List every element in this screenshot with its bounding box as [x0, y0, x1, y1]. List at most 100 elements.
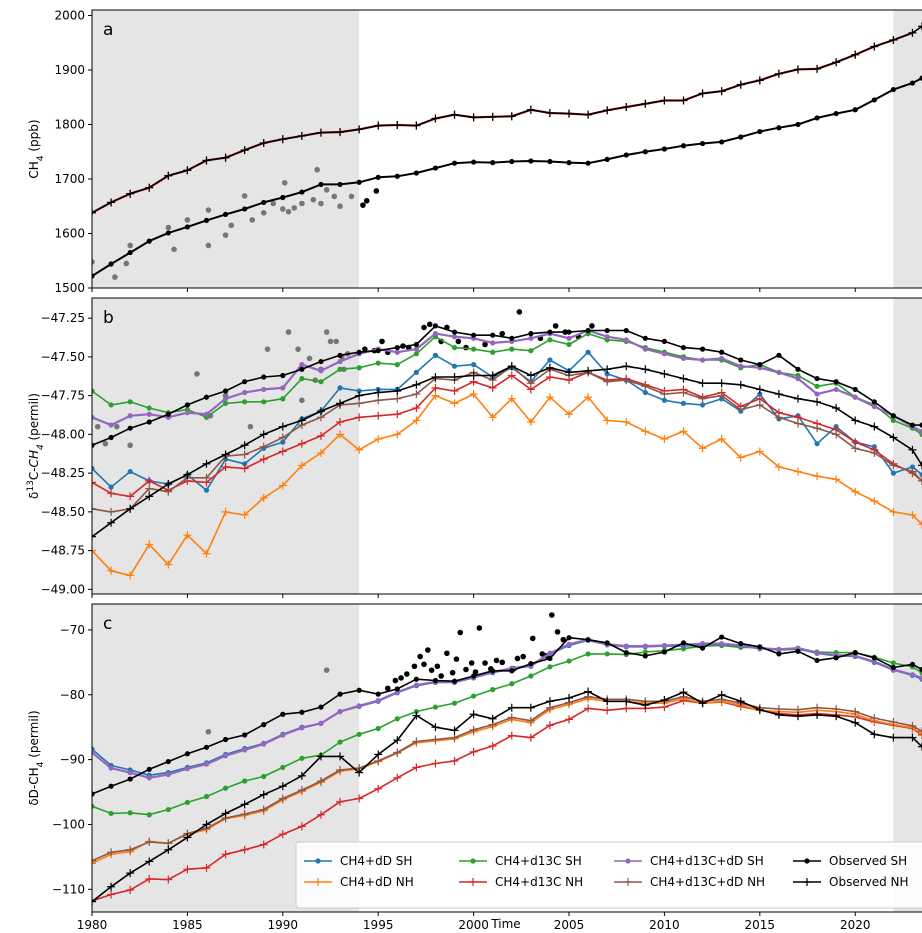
series-point	[242, 206, 248, 212]
y-tick-label: 1900	[54, 63, 85, 77]
series-point	[870, 448, 879, 457]
series-point	[412, 416, 421, 425]
series-point	[108, 422, 114, 428]
y-tick-label: 1500	[54, 281, 85, 295]
scatter-point	[249, 217, 256, 223]
series-point	[107, 198, 116, 207]
scatter-point	[560, 636, 567, 643]
series-point	[776, 352, 782, 358]
y-tick-label: −90	[60, 753, 85, 767]
series-point	[509, 158, 515, 165]
legend-item: CH4+d13C SH	[459, 854, 582, 868]
series-point	[776, 369, 782, 375]
series-point	[565, 109, 574, 118]
series-point	[908, 28, 917, 37]
series-point	[565, 368, 574, 377]
scatter-point	[549, 612, 555, 618]
series-point	[471, 346, 477, 352]
series-point	[221, 462, 230, 471]
series-point	[698, 699, 707, 708]
series-point	[393, 394, 402, 403]
scatter-point	[554, 629, 561, 635]
series-point	[908, 445, 917, 454]
series-point	[92, 791, 95, 797]
series-point	[431, 383, 440, 392]
series-point	[92, 478, 96, 487]
scatter-point	[222, 232, 229, 238]
series-point	[299, 755, 305, 761]
series-point	[261, 386, 267, 393]
series-point	[450, 726, 459, 735]
series-point	[622, 376, 631, 385]
series-point	[318, 358, 324, 365]
series-point	[202, 156, 211, 165]
series-point	[661, 642, 668, 649]
series-point	[813, 397, 822, 406]
series-point	[337, 352, 343, 358]
series-point	[412, 390, 421, 399]
series-point	[471, 362, 477, 368]
series-point	[412, 404, 421, 413]
series-point	[299, 189, 305, 195]
series-point	[528, 158, 534, 164]
scatter-point	[421, 661, 427, 668]
series-point	[92, 532, 96, 541]
series-point	[316, 777, 325, 786]
series-point	[622, 704, 631, 713]
series-point	[203, 761, 210, 767]
series-point	[832, 475, 841, 484]
series-point	[755, 705, 764, 714]
series-point	[183, 470, 192, 479]
series-point	[203, 411, 210, 417]
series-point	[107, 848, 116, 857]
series-point	[184, 751, 191, 757]
series-point	[851, 444, 860, 453]
series-point	[889, 35, 898, 44]
series-point	[919, 472, 922, 478]
series-point	[526, 105, 535, 114]
series-point	[918, 729, 922, 738]
y-tick-label: 2000	[54, 8, 85, 22]
series-point	[890, 664, 896, 671]
series-point	[526, 703, 535, 712]
series-point	[450, 756, 459, 765]
series-point	[280, 711, 286, 717]
series-point	[565, 694, 574, 703]
series-point	[507, 703, 516, 712]
series-point	[412, 763, 421, 772]
series-point	[870, 730, 879, 739]
series-point	[92, 273, 95, 279]
series-point	[603, 706, 612, 715]
series-point	[259, 790, 268, 799]
panel-letter-b: b	[103, 308, 114, 328]
series-point	[299, 725, 305, 731]
series-point	[337, 739, 343, 745]
series-point	[793, 712, 802, 721]
scatter-point	[92, 259, 95, 265]
series-point	[757, 362, 763, 368]
series-point	[909, 672, 916, 678]
series-point	[413, 676, 419, 682]
series-point	[374, 396, 383, 405]
scatter-point	[323, 187, 330, 193]
scatter-point	[520, 653, 527, 660]
series-point	[488, 383, 497, 392]
series-point	[145, 183, 154, 192]
series-point	[394, 686, 400, 692]
series-point	[719, 139, 725, 145]
series-point	[126, 869, 135, 878]
series-point	[92, 749, 95, 756]
series-point	[92, 208, 96, 217]
series-point	[222, 785, 229, 791]
series-point	[145, 837, 154, 846]
series-point	[126, 492, 135, 501]
series-point	[833, 655, 839, 661]
series-point	[318, 704, 324, 710]
series-point	[336, 752, 345, 761]
scatter-point	[360, 202, 366, 208]
series-point	[374, 121, 383, 130]
series-point	[337, 709, 343, 715]
series-point	[316, 431, 325, 440]
series-point	[623, 650, 629, 656]
scatter-point	[482, 341, 488, 348]
